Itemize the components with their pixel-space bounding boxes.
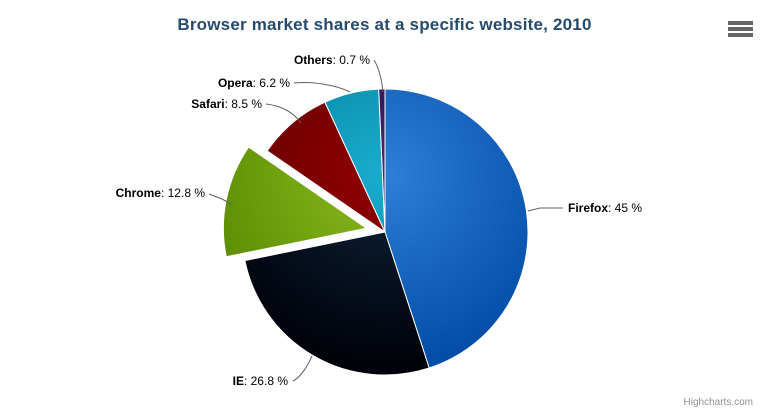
hamburger-bar	[728, 27, 753, 31]
hamburger-bar	[728, 21, 753, 25]
label-connector-opera	[293, 82, 351, 93]
data-label-chrome: Chrome: 12.8 %	[116, 186, 206, 200]
pie-slice-others[interactable]	[378, 88, 386, 233]
data-label-firefox: Firefox: 45 %	[568, 201, 642, 215]
highcharts-credits-link[interactable]: Highcharts.com	[683, 397, 753, 408]
label-connector-others	[373, 59, 384, 93]
data-label-others: Others: 0.7 %	[294, 53, 370, 67]
hamburger-icon	[728, 21, 753, 37]
label-connector-chrome	[208, 193, 234, 206]
chart-context-menu-button[interactable]	[728, 21, 753, 37]
label-connector-firefox	[527, 207, 563, 212]
data-label-safari: Safari: 8.5 %	[191, 97, 262, 111]
pie-slice-chrome[interactable]	[222, 146, 367, 258]
label-connector-safari	[265, 103, 302, 124]
pie-slice-ie[interactable]	[244, 231, 430, 376]
pie-slice-firefox[interactable]	[384, 88, 529, 369]
chart-title: Browser market shares at a specific webs…	[177, 15, 592, 34]
data-label-ie: IE: 26.8 %	[233, 374, 289, 388]
label-connector-ie	[292, 355, 313, 382]
hamburger-bar	[728, 33, 753, 37]
data-label-opera: Opera: 6.2 %	[218, 76, 290, 90]
